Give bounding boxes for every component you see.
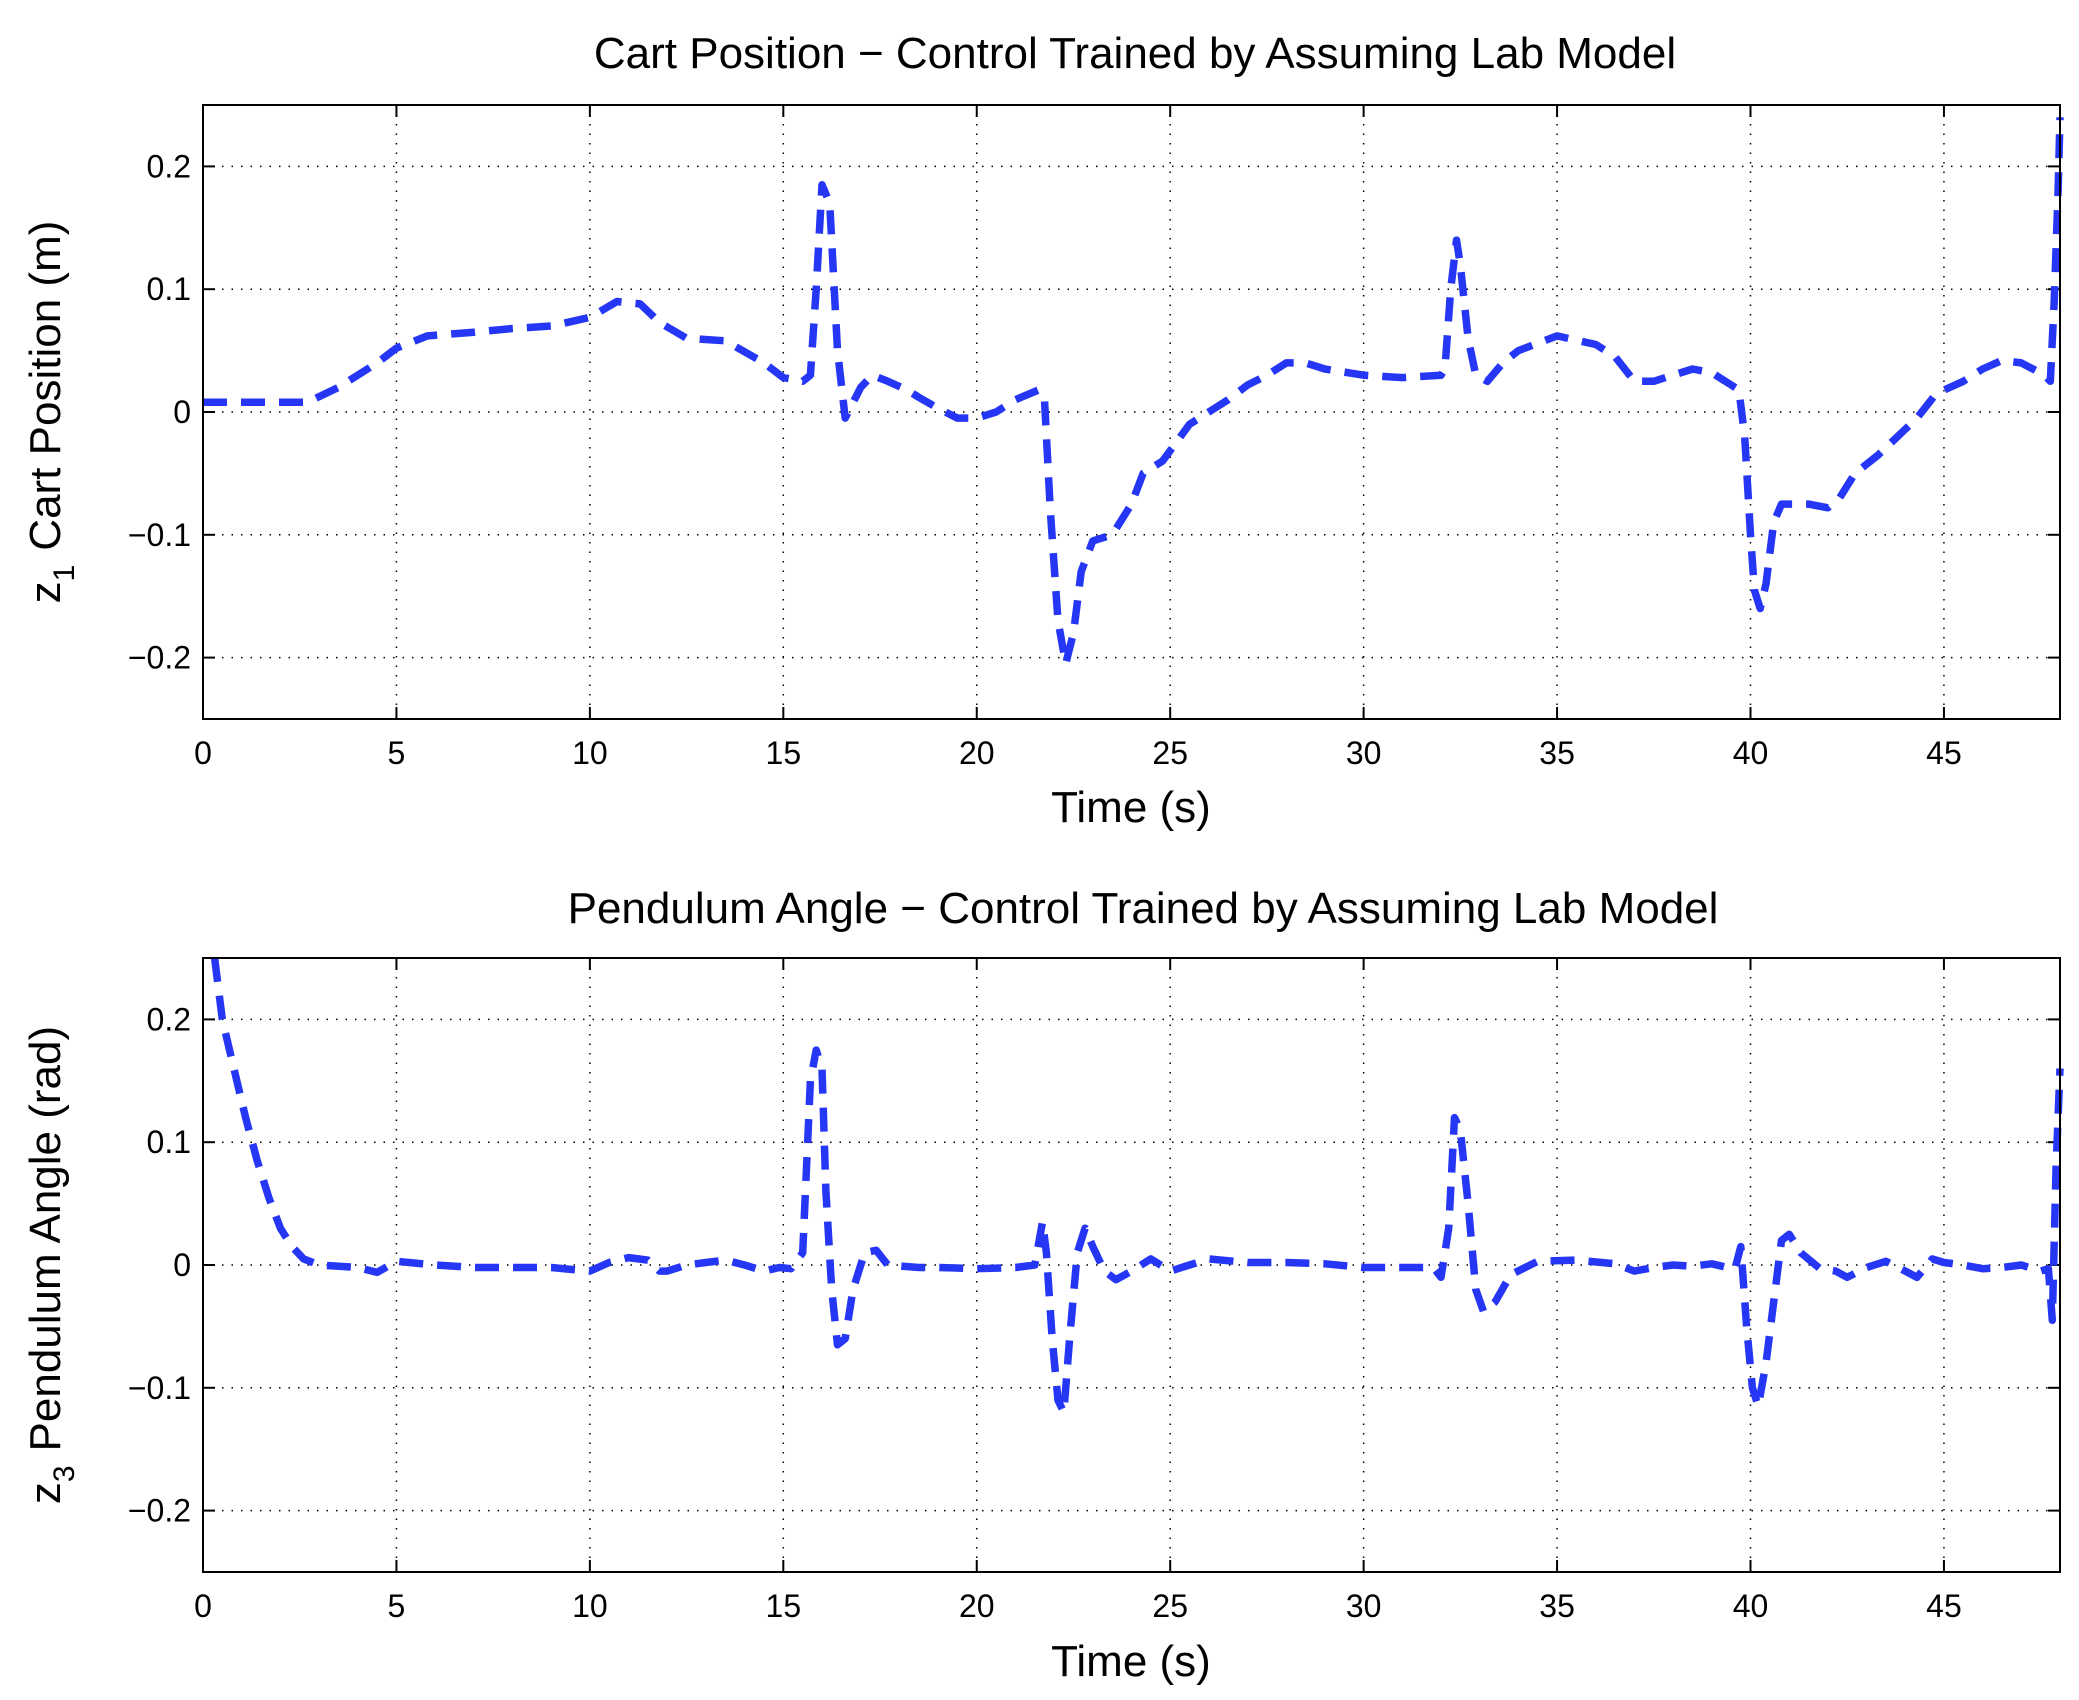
cart-position-title: Cart Position − Control Trained by Assum… — [594, 29, 1676, 78]
pendulum-angle-ylabel: z3 Pendulum Angle (rad) — [21, 1026, 81, 1504]
cart-position-ylabel-text: Cart Position (m) — [21, 221, 70, 551]
cart-position-ylabel: z1 Cart Position (m) — [21, 221, 81, 604]
cart-position-line — [203, 117, 2064, 668]
pendulum-angle-ytick-label: 0 — [173, 1247, 191, 1283]
pendulum-angle-ytick-label: 0.2 — [147, 1001, 191, 1037]
cart-position-xtick-label: 0 — [194, 735, 212, 771]
cart-position-ytick-label: 0.1 — [147, 271, 191, 307]
cart-position-ylabel-sub: 1 — [48, 565, 81, 582]
pendulum-angle-title: Pendulum Angle − Control Trained by Assu… — [568, 884, 1719, 933]
pendulum-angle-xtick-label: 45 — [1926, 1588, 1962, 1624]
pendulum-angle-ylabel-var: z — [21, 1482, 70, 1504]
pendulum-angle-axes-box — [202, 957, 2061, 1573]
cart-position-xtick-label: 40 — [1733, 735, 1769, 771]
pendulum-angle-xtick-label: 35 — [1539, 1588, 1575, 1624]
cart-position-xtick-label: 20 — [959, 735, 995, 771]
cart-position-xtick-label: 30 — [1346, 735, 1382, 771]
pendulum-angle-line — [210, 957, 2064, 1417]
pendulum-angle-xtick-label: 5 — [388, 1588, 406, 1624]
pendulum-angle-xtick-label: 20 — [959, 1588, 995, 1624]
cart-position-xlabel: Time (s) — [1051, 783, 1211, 832]
pendulum-angle-ylabel-sub: 3 — [48, 1465, 81, 1482]
cart-position-chart: Cart Position − Control Trained by Assum… — [21, 29, 2064, 832]
cart-position-xtick-label: 15 — [766, 735, 802, 771]
pendulum-angle-xtick-label: 25 — [1152, 1588, 1188, 1624]
pendulum-angle-xtick-label: 40 — [1733, 1588, 1769, 1624]
pendulum-angle-ylabel-text: Pendulum Angle (rad) — [21, 1026, 70, 1452]
cart-position-ticks — [202, 105, 2060, 719]
cart-position-ytick-label: −0.2 — [128, 640, 191, 676]
pendulum-angle-ytick-label: −0.2 — [128, 1493, 191, 1529]
pendulum-angle-chart: Pendulum Angle − Control Trained by Assu… — [21, 884, 2064, 1686]
pendulum-angle-xtick-label: 0 — [194, 1588, 212, 1624]
pendulum-angle-xtick-label: 30 — [1346, 1588, 1382, 1624]
cart-position-ytick-label: 0 — [173, 394, 191, 430]
pendulum-angle-ytick-label: −0.1 — [128, 1370, 191, 1406]
pendulum-angle-xtick-label: 10 — [572, 1588, 608, 1624]
pendulum-angle-tick-labels: 0 5 10 15 20 25 30 35 40 45 0.2 0.1 0 −0.1 −0.2 — [128, 1001, 1962, 1624]
cart-position-xtick-label: 5 — [388, 735, 406, 771]
cart-position-xtick-label: 45 — [1926, 735, 1962, 771]
cart-position-axes-box — [202, 104, 2061, 720]
cart-position-xtick-label: 35 — [1539, 735, 1575, 771]
cart-position-tick-labels: 0 5 10 15 20 25 30 35 40 45 0.2 0.1 0 −0.1 −0.2 — [128, 148, 1962, 771]
cart-position-xtick-label: 10 — [572, 735, 608, 771]
cart-position-xtick-label: 25 — [1152, 735, 1188, 771]
cart-position-ytick-label: −0.1 — [128, 517, 191, 553]
pendulum-angle-ytick-label: 0.1 — [147, 1124, 191, 1160]
cart-position-ytick-label: 0.2 — [147, 148, 191, 184]
cart-position-ylabel-var: z — [21, 581, 70, 603]
pendulum-angle-xlabel: Time (s) — [1051, 1637, 1211, 1686]
pendulum-angle-xtick-label: 15 — [766, 1588, 802, 1624]
